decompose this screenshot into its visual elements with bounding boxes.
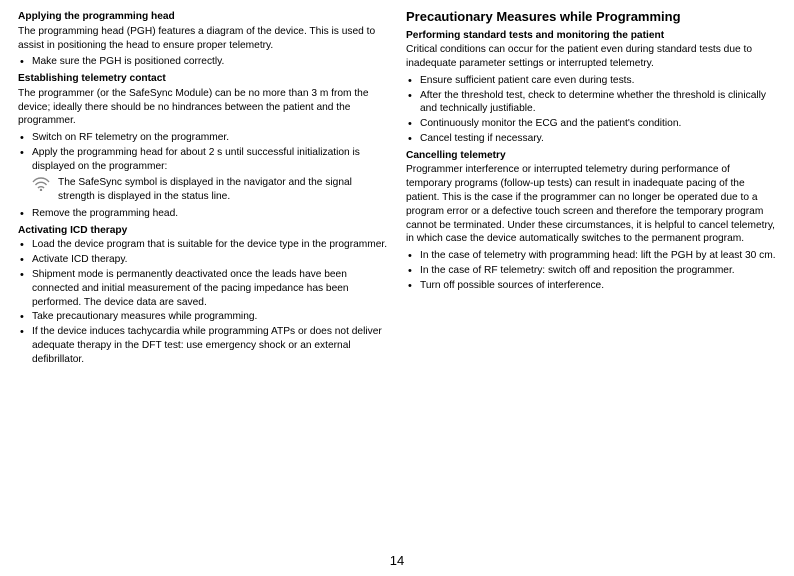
list-item: Activate ICD therapy. xyxy=(18,253,388,267)
list-item: Turn off possible sources of interferenc… xyxy=(406,279,776,293)
para-pgh-intro: The programming head (PGH) features a di… xyxy=(18,25,388,53)
list-standard-tests: Ensure sufficient patient care even duri… xyxy=(406,74,776,146)
list-item: Shipment mode is permanently deactivated… xyxy=(18,268,388,309)
para-critical-conditions: Critical conditions can occur for the pa… xyxy=(406,43,776,71)
list-cancelling-telemetry: In the case of telemetry with programmin… xyxy=(406,249,776,292)
right-column: Precautionary Measures while Programming… xyxy=(406,8,776,369)
heading-cancelling-telemetry: Cancelling telemetry xyxy=(406,149,776,163)
para-telemetry-intro: The programmer (or the SafeSync Module) … xyxy=(18,87,388,128)
list-pgh-position: Make sure the PGH is positioned correctl… xyxy=(18,55,388,69)
list-item: If the device induces tachycardia while … xyxy=(18,325,388,366)
list-item: Take precautionary measures while progra… xyxy=(18,310,388,324)
page-number: 14 xyxy=(0,553,794,568)
safesync-icon xyxy=(32,177,50,196)
page-columns: Applying the programming head The progra… xyxy=(0,0,794,369)
list-activating-icd: Load the device program that is suitable… xyxy=(18,238,388,366)
list-remove-head: Remove the programming head. xyxy=(18,207,388,221)
safesync-text: The SafeSync symbol is displayed in the … xyxy=(58,176,388,204)
heading-precautionary-measures: Precautionary Measures while Programming xyxy=(406,8,776,26)
safesync-note: The SafeSync symbol is displayed in the … xyxy=(18,176,388,204)
para-cancelling-telemetry: Programmer interference or interrupted t… xyxy=(406,163,776,246)
list-item: Ensure sufficient patient care even duri… xyxy=(406,74,776,88)
list-item: In the case of telemetry with programmin… xyxy=(406,249,776,263)
list-item: Switch on RF telemetry on the programmer… xyxy=(18,131,388,145)
list-item: In the case of RF telemetry: switch off … xyxy=(406,264,776,278)
heading-activating-icd: Activating ICD therapy xyxy=(18,224,388,238)
heading-performing-tests: Performing standard tests and monitoring… xyxy=(406,29,776,43)
list-item: Load the device program that is suitable… xyxy=(18,238,388,252)
list-item: Remove the programming head. xyxy=(18,207,388,221)
list-item: Cancel testing if necessary. xyxy=(406,132,776,146)
list-telemetry-steps: Switch on RF telemetry on the programmer… xyxy=(18,131,388,173)
list-item: After the threshold test, check to deter… xyxy=(406,89,776,117)
list-item: Make sure the PGH is positioned correctl… xyxy=(18,55,388,69)
left-column: Applying the programming head The progra… xyxy=(18,8,388,369)
list-item: Apply the programming head for about 2 s… xyxy=(18,146,388,174)
heading-establishing-telemetry: Establishing telemetry contact xyxy=(18,72,388,86)
list-item: Continuously monitor the ECG and the pat… xyxy=(406,117,776,131)
heading-applying-programming-head: Applying the programming head xyxy=(18,10,388,24)
